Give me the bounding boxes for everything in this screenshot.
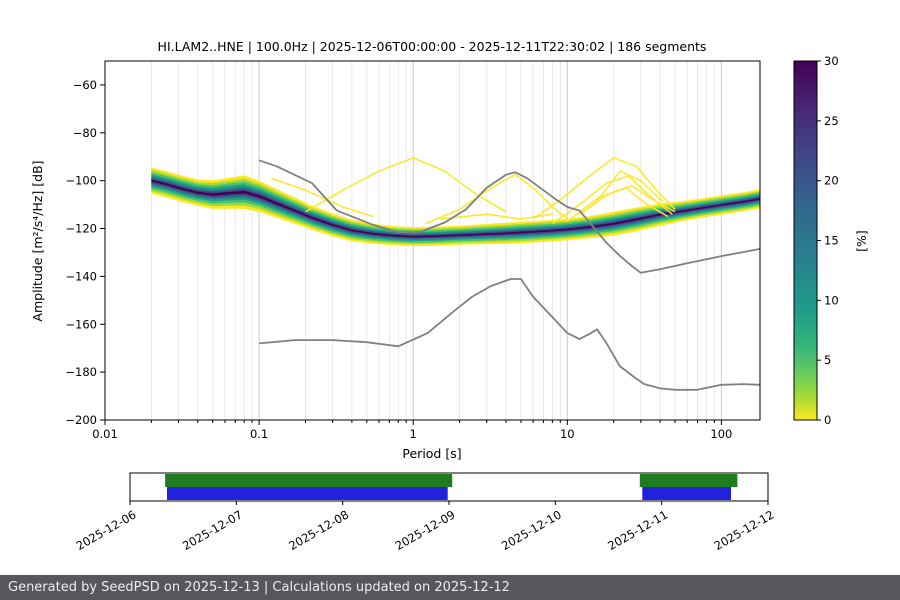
y-axis-label: Amplitude [m²/s⁴/Hz] [dB] [30,160,45,321]
noise-model-line-low [259,278,761,391]
y-tick-label: −120 [65,222,97,236]
colorbar-tick-label: 15 [824,234,839,248]
y-tick-label: −180 [65,365,97,379]
colorbar-tick-label: 20 [824,174,839,188]
ppsd-density-band [151,178,760,239]
timeline-segment [642,487,731,500]
plot-border [104,60,761,421]
ppsd-outlier-curve [425,173,568,225]
ppsd-outlier-curve [593,170,664,206]
ppsd-data-layer [151,157,761,391]
colorbar-tick-label: 25 [824,114,839,128]
colorbar-label: [%] [854,230,869,252]
colorbar-tick-label: 10 [824,293,839,307]
colorbar-layer: 0 5 10 15 20 25 30 [793,54,839,427]
timeline-segment [639,474,738,487]
y-tick-label: −100 [65,174,97,188]
x-tick-label: 0.1 [250,427,268,441]
y-tick-label: −60 [73,78,97,92]
timeline-date-label: 2025-12-07 [180,507,245,553]
timeline-date-label: 2025-12-11 [605,507,670,553]
y-tick-label: −200 [65,413,97,427]
timeline-date-label: 2025-12-09 [393,507,458,553]
ppsd-outlier-curve [305,157,507,213]
footer-bar: Generated by SeedPSD on 2025-12-13 | Cal… [0,575,900,600]
colorbar [793,60,818,421]
timeline-date-label: 2025-12-08 [286,507,351,553]
colorbar-tick-label: 5 [824,353,831,367]
y-tick-label: −160 [65,317,97,331]
footer-text: Generated by SeedPSD on 2025-12-13 | Cal… [8,580,510,595]
axes-layer: 0.01 0.1 1 10 100 −60 −80 −100 −120 −140 −160 −180 −… [65,60,761,441]
timeline-segment [167,487,448,500]
x-axis-label: Period [s] [402,446,461,461]
ppsd-chart: 0.01 0.1 1 10 100−60−80−100−120−140−160−180−… [30,39,869,553]
x-tick-label: 10 [560,427,575,441]
timeline-date-label: 2025-12-10 [499,507,564,553]
x-tick-label: 1 [410,427,417,441]
y-tick-label: −140 [65,269,97,283]
timeline-segment [165,474,453,487]
timeline-layer: 2025-12-06 2025-12-07 2025-12-08 2025-12-09… [74,472,777,553]
ppsd-outlier-curve [271,177,374,218]
x-tick-label: 100 [710,427,732,441]
ppsd-outlier-curve [532,157,676,220]
ppsd-outlier-curve [440,213,553,220]
timeline-date-label: 2025-12-12 [712,507,777,553]
noise-model-line-high [258,159,761,274]
timeline-date-label: 2025-12-06 [74,507,139,553]
colorbar-tick-label: 30 [824,54,839,68]
y-tick-label: −80 [73,126,97,140]
chart-title: HI.LAM2..HNE | 100.0Hz | 2025-12-06T00:0… [158,39,707,54]
x-tick-label: 0.01 [92,427,118,441]
colorbar-tick-label: 0 [824,413,831,427]
